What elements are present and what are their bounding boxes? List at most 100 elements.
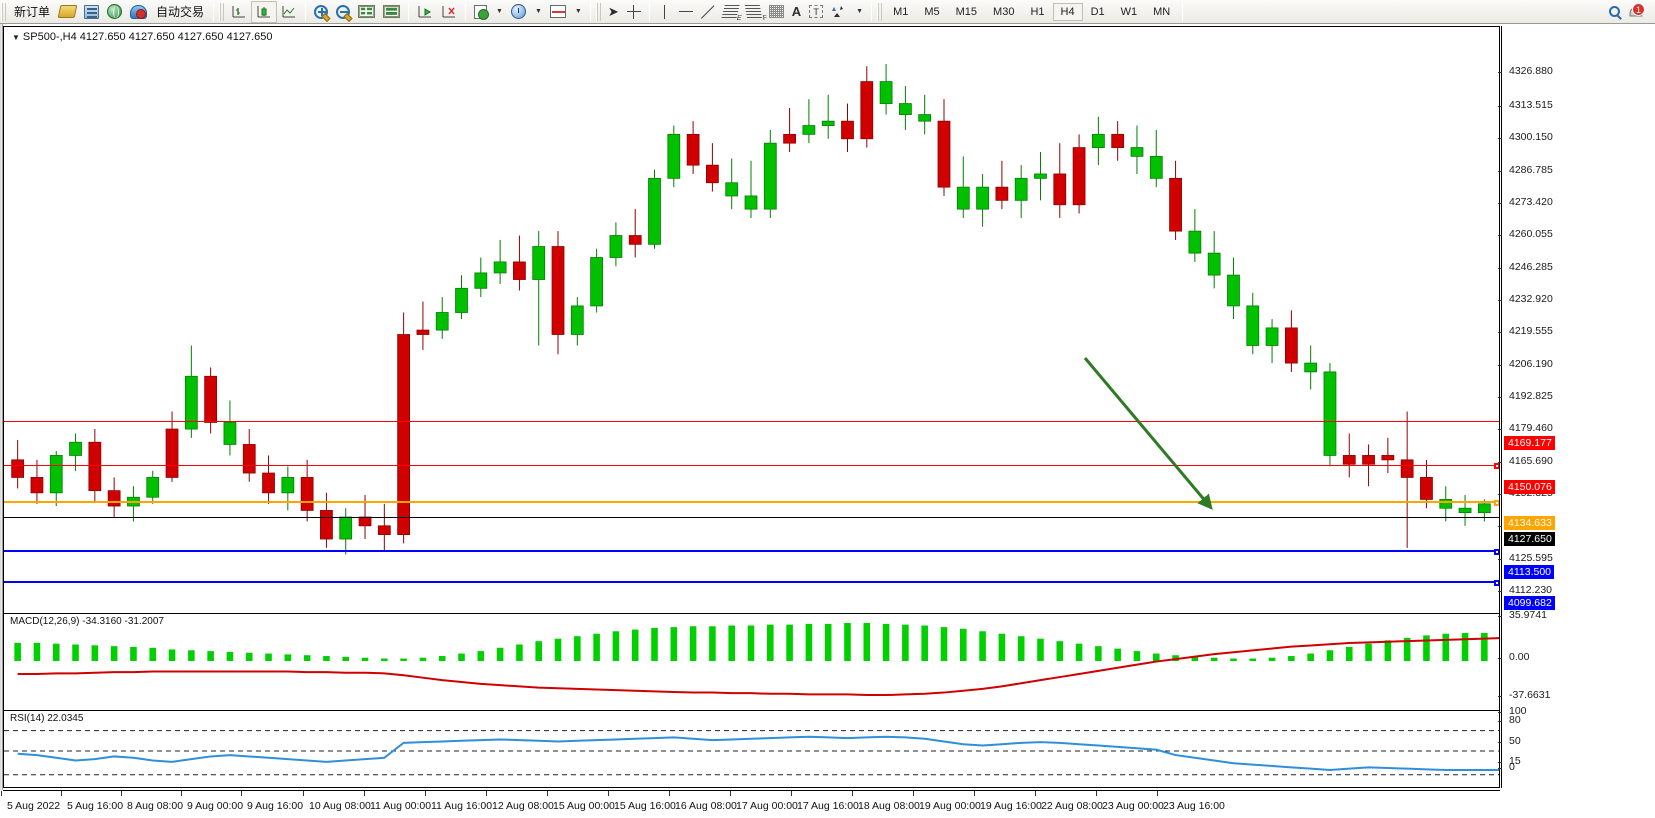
candlestick-chart-icon[interactable] (251, 0, 278, 23)
timeframe-w1[interactable]: W1 (1120, 5, 1138, 18)
text-box-icon[interactable]: T (805, 1, 827, 23)
toolbar-divider-4 (465, 2, 467, 21)
indicators-chevron-down-icon[interactable]: ▼ (574, 8, 582, 15)
candlestick (377, 503, 391, 551)
rsi-axis-label: 50 (1498, 735, 1521, 747)
shapes-chevron-down-icon[interactable]: ▼ (856, 8, 864, 15)
level-drag-handle[interactable] (1494, 463, 1499, 469)
cursor-icon[interactable]: ➤ (607, 3, 619, 19)
chart-title-text: SP500-,H4 4127.650 4127.650 4127.650 412… (22, 31, 273, 43)
zoom-in-icon[interactable] (310, 1, 332, 23)
period-chevron-down-icon[interactable]: ▼ (534, 8, 542, 15)
candlestick (30, 459, 44, 504)
price-axis[interactable]: 4326.880 4313.515 4300.150 4286.785 4273.420… (1497, 26, 1655, 788)
price-tick: 4326.880 (1498, 65, 1553, 77)
candlestick (570, 297, 584, 346)
candlestick (590, 248, 603, 313)
last-price-chip[interactable]: 4127.650 (1504, 532, 1555, 546)
price-level-line[interactable] (4, 500, 1499, 506)
new-order-icon[interactable] (55, 1, 80, 23)
price-level-line[interactable] (4, 549, 1499, 555)
toolbar-grip-2[interactable] (219, 2, 226, 21)
notifications-icon[interactable]: 1 (1624, 1, 1647, 23)
timeframe-h4[interactable]: H4 (1052, 2, 1083, 21)
crosshair-icon[interactable] (623, 1, 645, 23)
main-toolbar: 新订单 自动交易 ▼ ▼ ▼ ➤ A T (0, 0, 1655, 24)
chart-canvas[interactable]: ▼ SP500-,H4 4127.650 4127.650 4127.650 41… (3, 26, 1500, 788)
timeframe-m30[interactable]: M30 (993, 5, 1015, 18)
timeframe-m15[interactable]: M15 (955, 5, 978, 18)
macd-pane (4, 614, 1499, 710)
rsi-indicator-label[interactable]: RSI(14) 22.0345 (10, 713, 87, 724)
zoom-out-icon[interactable] (332, 1, 354, 23)
candlestick (1284, 310, 1298, 372)
chart-menu-chevron-down-icon[interactable]: ▼ (12, 33, 20, 42)
pivot-level-chip[interactable]: 4134.633 (1504, 516, 1555, 530)
price-tick: 4232.920 (1498, 293, 1553, 305)
candlestick (223, 400, 237, 456)
timeframe-m5[interactable]: M5 (924, 5, 940, 18)
chart-workspace: ▼ SP500-,H4 4127.650 4127.650 4127.650 41… (0, 24, 1655, 818)
toolbar-grip-4[interactable] (877, 2, 884, 21)
chart-shift-icon[interactable] (413, 1, 437, 23)
resistance-level-1-chip[interactable]: 4169.177 (1504, 436, 1555, 450)
candlestick (493, 239, 507, 284)
candlestick (513, 235, 526, 291)
text-label-icon[interactable]: A (791, 4, 802, 19)
new-chart-chevron-down-icon[interactable]: ▼ (496, 8, 503, 15)
candlestick (976, 173, 989, 227)
candlestick (1342, 433, 1356, 478)
chart-tile-icon[interactable] (379, 1, 404, 23)
chart-symbol-header: ▼ SP500-,H4 4127.650 4127.650 4127.650 41… (12, 31, 272, 43)
level-drag-handle[interactable] (1494, 549, 1499, 555)
price-level-line[interactable] (4, 580, 1499, 586)
search-icon[interactable] (1605, 1, 1624, 23)
chart-scroll-strip[interactable] (0, 24, 3, 790)
timeframe-mn[interactable]: MN (1153, 5, 1171, 18)
fibonacci-expansion-icon[interactable] (719, 1, 742, 23)
new-chart-icon[interactable] (470, 1, 491, 23)
macd-indicator-label[interactable]: MACD(12,26,9) -34.3160 -31.2007 (10, 616, 167, 627)
candlestick (628, 209, 642, 258)
market-watch-icon[interactable] (80, 1, 103, 23)
auto-trading-button[interactable]: 自动交易 (156, 5, 205, 19)
support-level-1-chip[interactable]: 4113.500 (1504, 565, 1555, 579)
trendline-icon[interactable] (697, 1, 719, 23)
time-tick-label: 9 Aug 16:00 (240, 791, 304, 812)
horizontal-line-icon[interactable] (675, 1, 697, 23)
chart-grid-icon[interactable] (354, 1, 379, 23)
toolbar-grip[interactable] (1, 2, 7, 21)
time-tick-label: 18 Aug 08:00 (852, 791, 920, 812)
candlestick (1072, 134, 1086, 214)
price-level-line[interactable] (4, 463, 1499, 469)
level-drag-handle[interactable] (1494, 500, 1499, 506)
line-chart-icon[interactable] (277, 1, 301, 23)
fibonacci-fan-icon[interactable] (742, 1, 765, 23)
timeframe-m1[interactable]: M1 (893, 5, 909, 18)
candlestick (184, 345, 198, 438)
new-order-button[interactable]: 新订单 (14, 5, 51, 19)
candlestick (1149, 129, 1163, 188)
bar-chart-icon[interactable] (227, 1, 251, 23)
navigator-icon[interactable] (103, 1, 126, 23)
auto-trading-icon[interactable] (126, 1, 151, 23)
macd-pane-separator (4, 613, 1499, 614)
indicators-icon[interactable] (546, 1, 570, 23)
shapes-icon[interactable] (827, 1, 851, 23)
timeframe-h1[interactable]: H1 (1030, 5, 1045, 18)
price-level-line[interactable] (4, 517, 1499, 518)
level-drag-handle[interactable] (1494, 580, 1499, 586)
support-level-2-chip[interactable]: 4099.682 (1504, 596, 1555, 610)
auto-scroll-icon[interactable] (437, 1, 461, 23)
candlestick (532, 231, 546, 346)
timeframe-d1[interactable]: D1 (1090, 5, 1105, 18)
time-axis[interactable]: 5 Aug 2022 5 Aug 16:00 8 Aug 08:00 9 Aug 00… (0, 790, 1500, 818)
vertical-line-icon[interactable] (654, 1, 675, 23)
time-tick-label: 15 Aug 00:00 (547, 791, 615, 812)
candlestick (1439, 486, 1453, 522)
period-clock-icon[interactable] (507, 1, 530, 23)
price-level-line[interactable] (4, 421, 1499, 422)
resistance-level-2-chip[interactable]: 4150.076 (1504, 480, 1555, 494)
toolbar-grip-3[interactable] (595, 2, 602, 21)
fibonacci-grid-icon[interactable] (765, 1, 788, 23)
